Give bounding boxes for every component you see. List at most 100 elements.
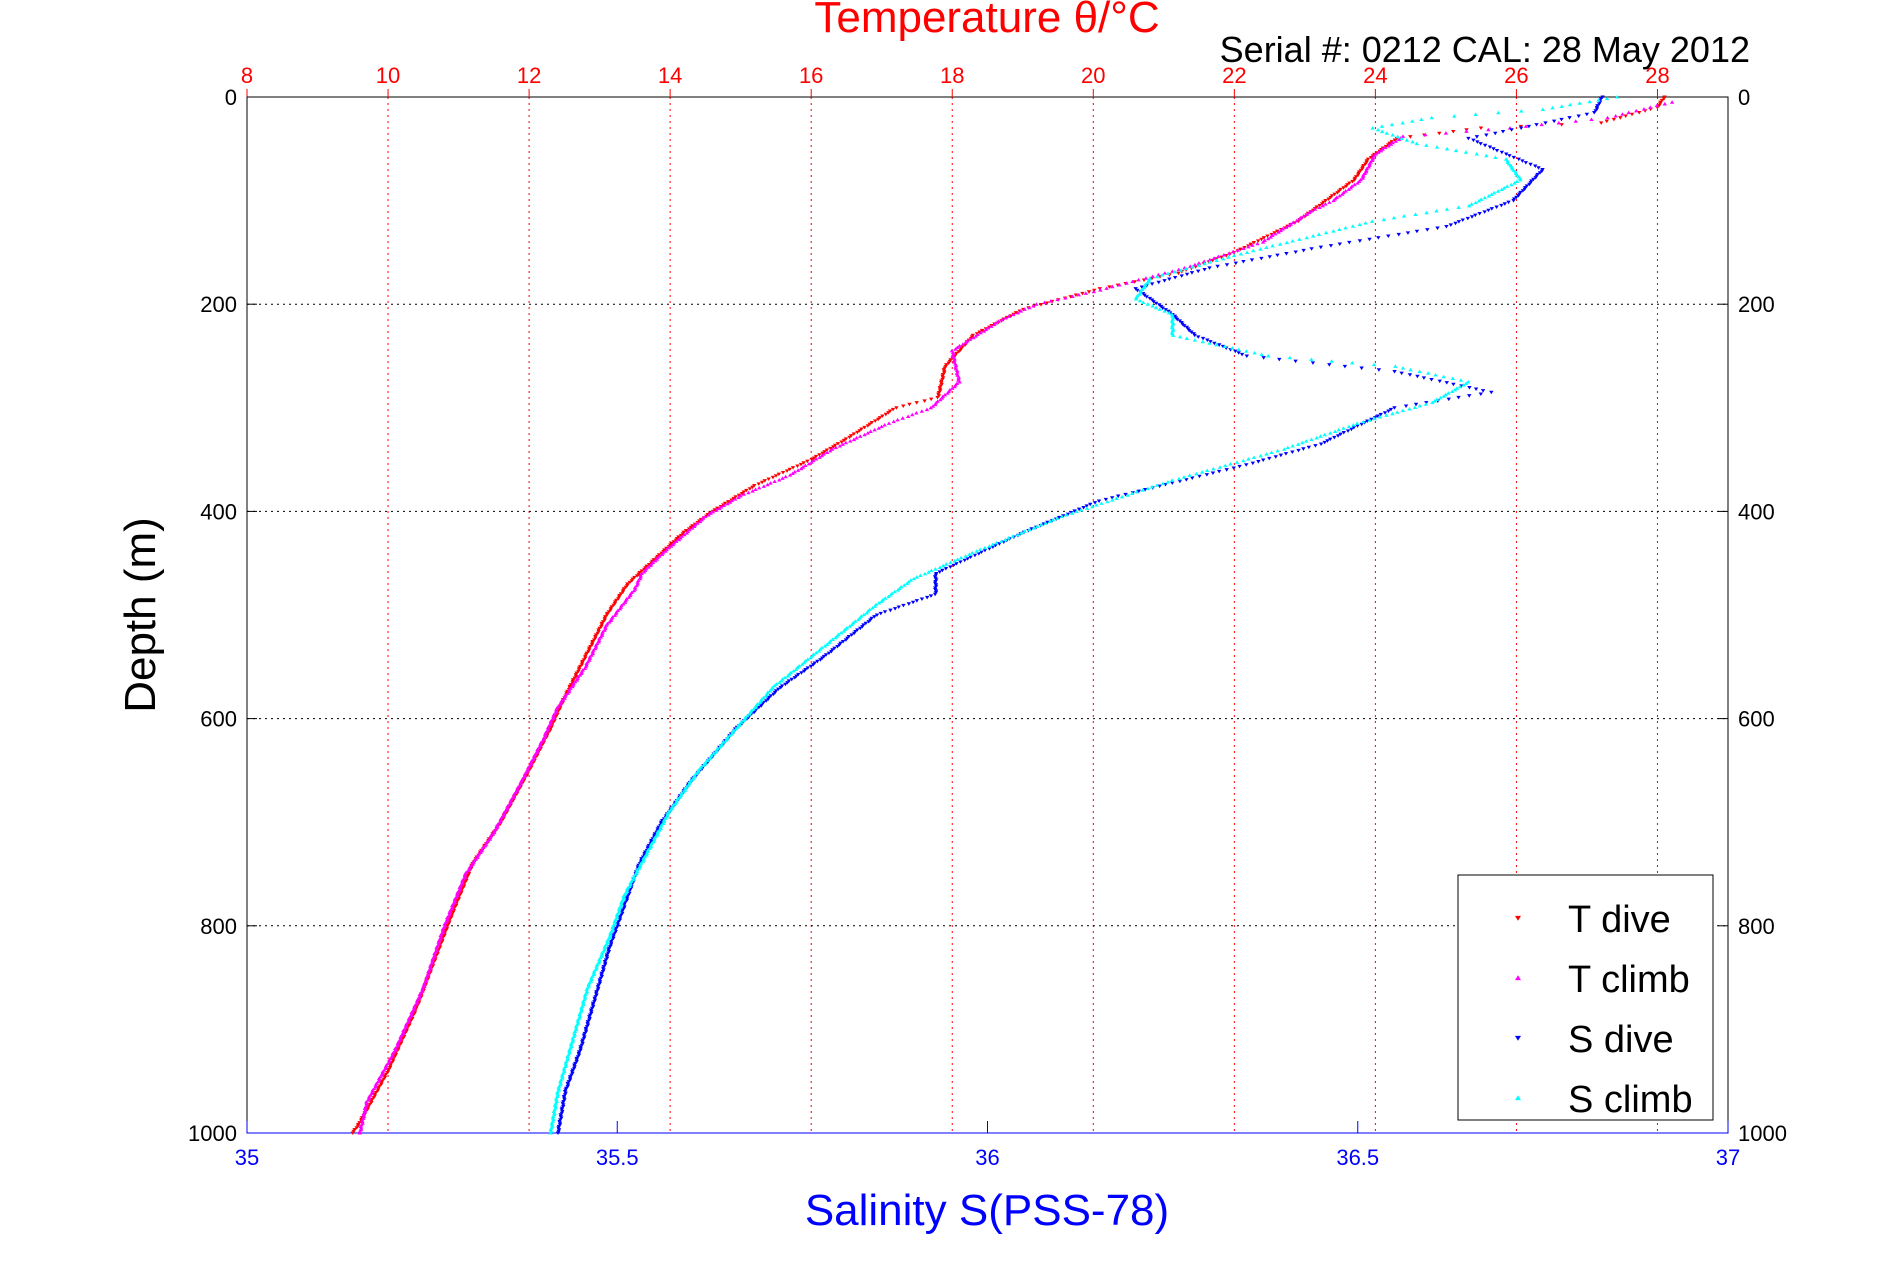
- data-point: [778, 685, 783, 690]
- data-point: [1094, 503, 1099, 507]
- data-point: [552, 1102, 558, 1107]
- data-point: [579, 1006, 584, 1010]
- data-point: [851, 432, 857, 436]
- data-point: [610, 924, 616, 928]
- data-point: [1495, 189, 1501, 193]
- data-point: [1509, 165, 1515, 169]
- data-point: [780, 476, 785, 480]
- data-point: [865, 431, 871, 435]
- data-point: [1300, 440, 1305, 445]
- data-point: [1452, 387, 1458, 392]
- data-point: [1018, 309, 1024, 313]
- data-point: [1309, 357, 1314, 361]
- data-point: [404, 1021, 409, 1026]
- data-point: [1296, 448, 1301, 453]
- data-point: [1460, 218, 1465, 223]
- data-point: [1348, 185, 1353, 190]
- data-point: [922, 571, 928, 576]
- data-point: [1078, 508, 1084, 512]
- data-point: [488, 835, 493, 840]
- data-point: [1386, 143, 1391, 148]
- data-point: [565, 691, 570, 695]
- data-point: [872, 427, 877, 432]
- data-point: [891, 419, 896, 424]
- top-tick-label: 16: [799, 63, 823, 88]
- data-point: [1199, 470, 1205, 474]
- data-point: [1484, 133, 1489, 137]
- data-point: [1323, 199, 1328, 203]
- data-point: [1038, 303, 1044, 307]
- data-point: [1489, 390, 1494, 395]
- data-point: [1361, 173, 1366, 177]
- data-point: [1224, 468, 1229, 472]
- data-point: [1047, 519, 1053, 524]
- data-point: [1233, 349, 1238, 354]
- data-point: [1424, 210, 1429, 215]
- data-point: [501, 813, 506, 818]
- data-point: [1316, 232, 1322, 236]
- data-point: [1091, 289, 1097, 294]
- data-point: [612, 613, 617, 618]
- data-point: [940, 563, 946, 568]
- data-point: [826, 651, 832, 656]
- data-point: [1144, 281, 1150, 285]
- data-point: [979, 550, 984, 554]
- data-point: [1567, 102, 1573, 107]
- data-point: [715, 506, 720, 511]
- data-point: [1258, 453, 1263, 458]
- data-point: [565, 1056, 570, 1060]
- data-point: [1514, 179, 1520, 184]
- data-point: [750, 485, 755, 490]
- data-point: [1400, 366, 1406, 370]
- data-point: [1451, 382, 1456, 387]
- data-point: [1379, 124, 1385, 128]
- data-point: [1207, 341, 1212, 345]
- bottom-tick-label: 36.5: [1336, 1145, 1379, 1170]
- data-point: [1407, 373, 1413, 377]
- data-point: [858, 434, 863, 438]
- data-point: [661, 821, 666, 825]
- data-point: [1156, 280, 1161, 285]
- data-point: [1317, 205, 1322, 210]
- data-point: [1511, 168, 1516, 172]
- data-point: [1172, 269, 1178, 274]
- data-point: [1305, 212, 1310, 216]
- data-point: [1151, 300, 1156, 304]
- data-point: [811, 456, 817, 460]
- data-point: [1269, 450, 1274, 455]
- data-point: [1183, 266, 1189, 271]
- data-point: [549, 1121, 554, 1125]
- data-point: [1392, 406, 1397, 410]
- data-point: [896, 605, 901, 610]
- data-point: [1388, 142, 1394, 146]
- data-point: [1614, 95, 1620, 99]
- data-point: [561, 1067, 567, 1072]
- data-point: [696, 768, 701, 772]
- data-point: [1605, 115, 1610, 120]
- data-point: [1499, 187, 1504, 192]
- data-point: [1377, 414, 1383, 419]
- data-point: [711, 751, 716, 756]
- data-point: [1179, 274, 1184, 278]
- data-point: [1464, 129, 1469, 133]
- data-point: [962, 558, 967, 563]
- data-point: [1337, 193, 1342, 198]
- data-point: [1241, 246, 1246, 251]
- data-point: [1096, 499, 1102, 504]
- data-point: [828, 446, 833, 451]
- data-point: [864, 610, 869, 615]
- data-point: [421, 982, 427, 987]
- data-point: [954, 562, 959, 566]
- data-point: [1139, 285, 1145, 290]
- data-point: [1236, 347, 1242, 352]
- data-point: [873, 419, 878, 423]
- data-point: [1184, 272, 1190, 277]
- data-point: [1391, 215, 1397, 220]
- data-point: [639, 569, 644, 573]
- data-point: [1196, 335, 1201, 339]
- data-point: [892, 607, 898, 611]
- data-point: [828, 448, 833, 453]
- bottom-tick-label: 37: [1716, 1145, 1740, 1170]
- chart-subtitle: Serial #: 0212 CAL: 28 May 2012: [1220, 29, 1750, 70]
- data-point: [1114, 496, 1119, 500]
